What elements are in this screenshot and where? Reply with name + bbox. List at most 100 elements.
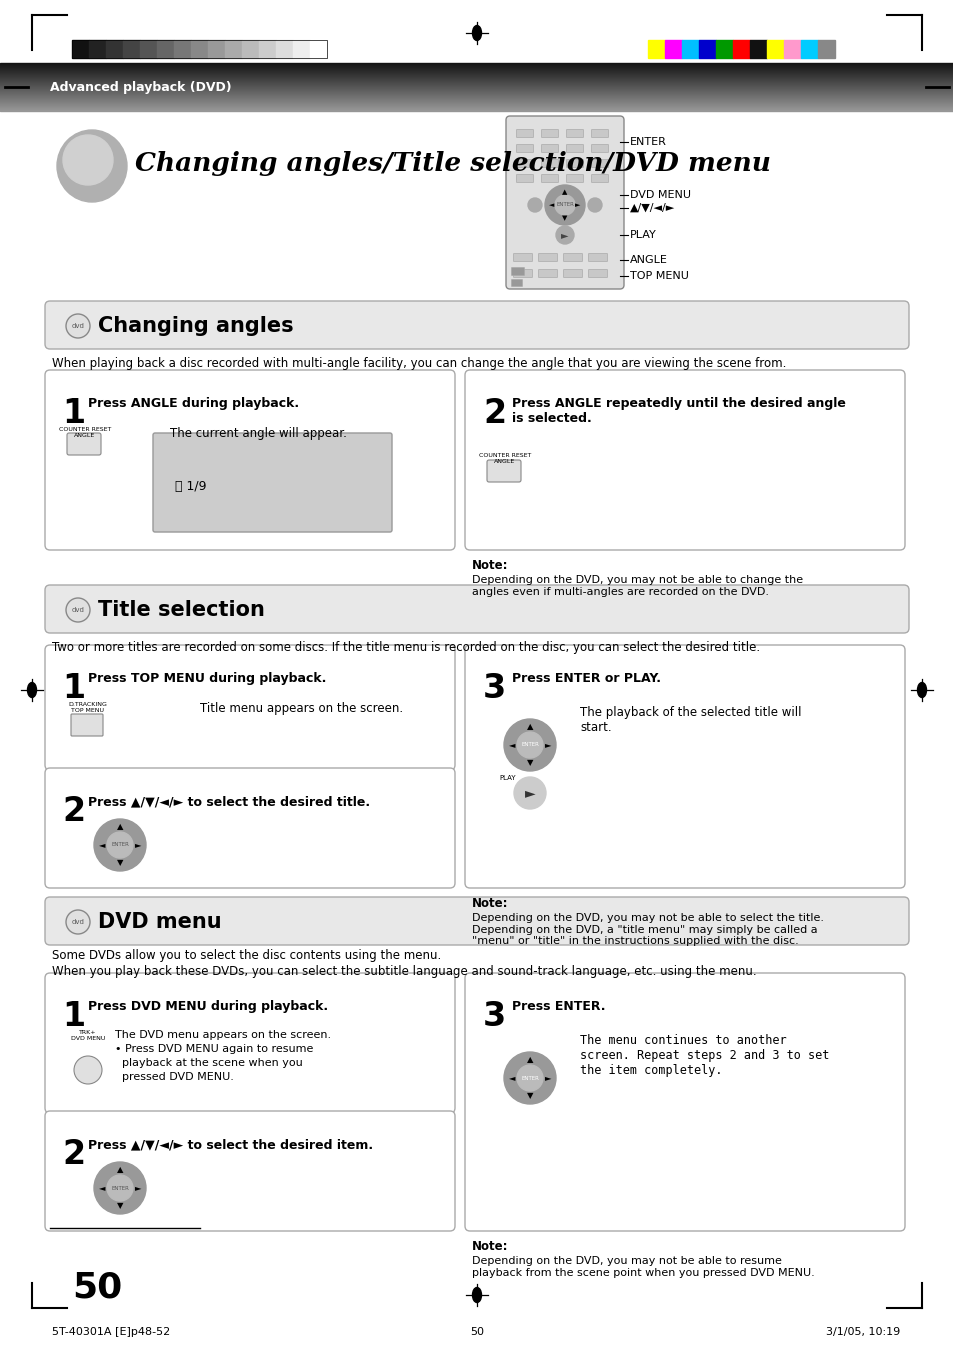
FancyBboxPatch shape	[505, 116, 623, 289]
Circle shape	[66, 313, 90, 338]
FancyBboxPatch shape	[511, 280, 522, 286]
Text: ▼: ▼	[116, 858, 123, 867]
Text: ENTER: ENTER	[629, 136, 666, 147]
Circle shape	[517, 1065, 542, 1092]
Text: ENTER: ENTER	[520, 1075, 538, 1081]
Bar	[732, 41, 749, 58]
Bar	[208, 41, 225, 58]
FancyBboxPatch shape	[588, 269, 607, 277]
Text: ►: ►	[524, 786, 535, 800]
Text: Changing angles: Changing angles	[98, 316, 294, 336]
Text: ENTER: ENTER	[520, 743, 538, 747]
Text: ►: ►	[560, 230, 568, 240]
Text: PLAY: PLAY	[499, 775, 516, 781]
Text: ►: ►	[134, 1183, 141, 1193]
Text: The current angle will appear.: The current angle will appear.	[170, 427, 347, 440]
Bar	[801, 41, 817, 58]
Text: Note:: Note:	[472, 559, 508, 571]
Text: 2: 2	[482, 397, 506, 430]
Text: Depending on the DVD, you may not be able to change the
angles even if multi-ang: Depending on the DVD, you may not be abl…	[472, 576, 802, 597]
Text: Press ▲/▼/◄/► to select the desired item.: Press ▲/▼/◄/► to select the desired item…	[88, 1138, 373, 1151]
FancyBboxPatch shape	[513, 269, 532, 277]
FancyBboxPatch shape	[537, 269, 557, 277]
Text: The menu continues to another
screen. Repeat steps 2 and 3 to set
the item compl: The menu continues to another screen. Re…	[579, 1034, 828, 1077]
FancyBboxPatch shape	[541, 130, 558, 138]
Bar	[191, 41, 208, 58]
Text: 3: 3	[482, 1000, 506, 1034]
Circle shape	[527, 199, 541, 212]
Text: dvd: dvd	[71, 323, 85, 330]
Bar	[123, 41, 140, 58]
Bar	[681, 41, 699, 58]
FancyBboxPatch shape	[45, 585, 908, 634]
Text: ◄: ◄	[99, 840, 105, 850]
Text: ►: ►	[544, 1074, 551, 1082]
FancyBboxPatch shape	[152, 434, 392, 532]
Ellipse shape	[63, 135, 112, 185]
Text: When playing back a disc recorded with multi-angle facility, you can change the : When playing back a disc recorded with m…	[52, 358, 785, 370]
Text: ◄: ◄	[549, 203, 554, 208]
Text: Note:: Note:	[472, 897, 508, 911]
Bar	[783, 41, 801, 58]
Text: Changing angles/Title selection/DVD menu: Changing angles/Title selection/DVD menu	[135, 151, 770, 177]
Text: Press ENTER.: Press ENTER.	[512, 1000, 605, 1013]
Text: TRK+
DVD MENU: TRK+ DVD MENU	[71, 1029, 105, 1042]
FancyBboxPatch shape	[566, 174, 583, 182]
FancyBboxPatch shape	[516, 159, 533, 168]
Bar	[173, 41, 191, 58]
FancyBboxPatch shape	[541, 174, 558, 182]
FancyBboxPatch shape	[67, 434, 101, 455]
Circle shape	[107, 832, 132, 858]
FancyBboxPatch shape	[563, 269, 582, 277]
Circle shape	[94, 819, 146, 871]
Text: DVD MENU: DVD MENU	[629, 190, 690, 200]
FancyBboxPatch shape	[45, 767, 455, 888]
Bar	[71, 41, 327, 58]
Text: ▲: ▲	[561, 189, 567, 195]
Text: 3: 3	[482, 671, 506, 705]
Text: Two or more titles are recorded on some discs. If the title menu is recorded on : Two or more titles are recorded on some …	[52, 642, 760, 654]
Text: ▲: ▲	[526, 723, 533, 731]
Text: 3/1/05, 10:19: 3/1/05, 10:19	[825, 1327, 899, 1337]
Text: ▲: ▲	[116, 823, 123, 831]
Text: Press ANGLE repeatedly until the desired angle
is selected.: Press ANGLE repeatedly until the desired…	[512, 397, 845, 426]
Text: 5T-40301A [E]p48-52: 5T-40301A [E]p48-52	[52, 1327, 170, 1337]
FancyBboxPatch shape	[45, 370, 455, 550]
Bar	[89, 41, 106, 58]
Text: ◄: ◄	[508, 1074, 515, 1082]
FancyBboxPatch shape	[591, 145, 608, 153]
FancyBboxPatch shape	[566, 130, 583, 138]
FancyBboxPatch shape	[464, 370, 904, 550]
Text: Press TOP MENU during playback.: Press TOP MENU during playback.	[88, 671, 326, 685]
FancyBboxPatch shape	[464, 644, 904, 888]
Text: 1: 1	[62, 1000, 85, 1034]
FancyBboxPatch shape	[541, 159, 558, 168]
FancyBboxPatch shape	[541, 145, 558, 153]
FancyBboxPatch shape	[71, 713, 103, 736]
FancyBboxPatch shape	[566, 159, 583, 168]
Bar	[140, 41, 157, 58]
Text: Some DVDs allow you to select the disc contents using the menu.: Some DVDs allow you to select the disc c…	[52, 950, 441, 962]
Bar	[275, 41, 293, 58]
Text: ▼: ▼	[561, 215, 567, 222]
FancyBboxPatch shape	[588, 254, 607, 262]
Text: ▼: ▼	[526, 1092, 533, 1101]
Text: 2: 2	[62, 794, 85, 828]
Text: ▲: ▲	[116, 1166, 123, 1174]
Circle shape	[544, 185, 584, 226]
Text: ENTER: ENTER	[556, 203, 574, 208]
Text: The playback of the selected title will
start.: The playback of the selected title will …	[579, 707, 801, 734]
Text: Depending on the DVD, you may not be able to resume
playback from the scene poin: Depending on the DVD, you may not be abl…	[472, 1256, 814, 1278]
Ellipse shape	[472, 1288, 481, 1302]
Text: ►: ►	[134, 840, 141, 850]
FancyBboxPatch shape	[486, 459, 520, 482]
FancyBboxPatch shape	[591, 174, 608, 182]
FancyBboxPatch shape	[45, 897, 908, 944]
Bar	[699, 41, 716, 58]
Text: Press DVD MENU during playback.: Press DVD MENU during playback.	[88, 1000, 328, 1013]
Circle shape	[66, 911, 90, 934]
Circle shape	[66, 598, 90, 621]
Bar	[225, 41, 242, 58]
Text: When you play back these DVDs, you can select the subtitle language and sound-tr: When you play back these DVDs, you can s…	[52, 965, 756, 978]
Text: dvd: dvd	[71, 919, 85, 925]
